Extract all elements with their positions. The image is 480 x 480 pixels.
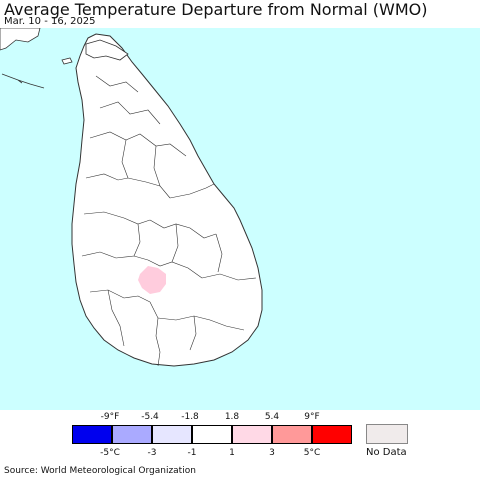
legend-f-tick: 9°F	[304, 412, 320, 422]
sri-lanka-map	[0, 28, 480, 410]
legend-f-tick: -9°F	[100, 412, 120, 422]
legend-c-tick: -5°C	[100, 448, 120, 458]
legend-f-tick: 5.4	[264, 412, 280, 422]
source-credit: Source: World Meteorological Organizatio…	[4, 466, 196, 476]
adams-bridge-islands	[1, 73, 45, 89]
warm-anomaly-area	[138, 266, 166, 294]
legend-swatch	[312, 425, 352, 444]
legend-c-tick: 3	[269, 448, 275, 458]
jaffna-peninsula	[85, 39, 129, 61]
legend-swatch	[152, 425, 192, 444]
small-island-1	[61, 57, 73, 65]
legend-c-tick: 5°C	[303, 448, 321, 458]
legend-f-tick: -5.4	[141, 412, 159, 422]
legend-swatch	[192, 425, 232, 444]
legend-swatch	[72, 425, 112, 444]
legend-f-tick: 1.8	[224, 412, 240, 422]
sri-lanka-landmass	[71, 33, 263, 367]
legend-swatch	[112, 425, 152, 444]
legend-swatch	[232, 425, 272, 444]
district-boundaries	[81, 75, 257, 367]
legend-c-tick: -3	[147, 448, 157, 458]
legend-f-tick: -1.8	[181, 412, 199, 422]
map-title: Average Temperature Departure from Norma…	[4, 0, 428, 19]
legend-c-tick: 1	[229, 448, 235, 458]
no-data-swatch	[366, 424, 408, 444]
india-coastline	[0, 28, 41, 51]
no-data-label: No Data	[366, 447, 407, 458]
legend-c-tick: -1	[187, 448, 197, 458]
map-date-range: Mar. 10 - 16, 2025	[4, 16, 96, 27]
legend-swatch	[272, 425, 312, 444]
color-legend: -9°F -5.4 -1.8 1.8 5.4 9°F -5°C -3 -1 1 …	[0, 410, 480, 465]
